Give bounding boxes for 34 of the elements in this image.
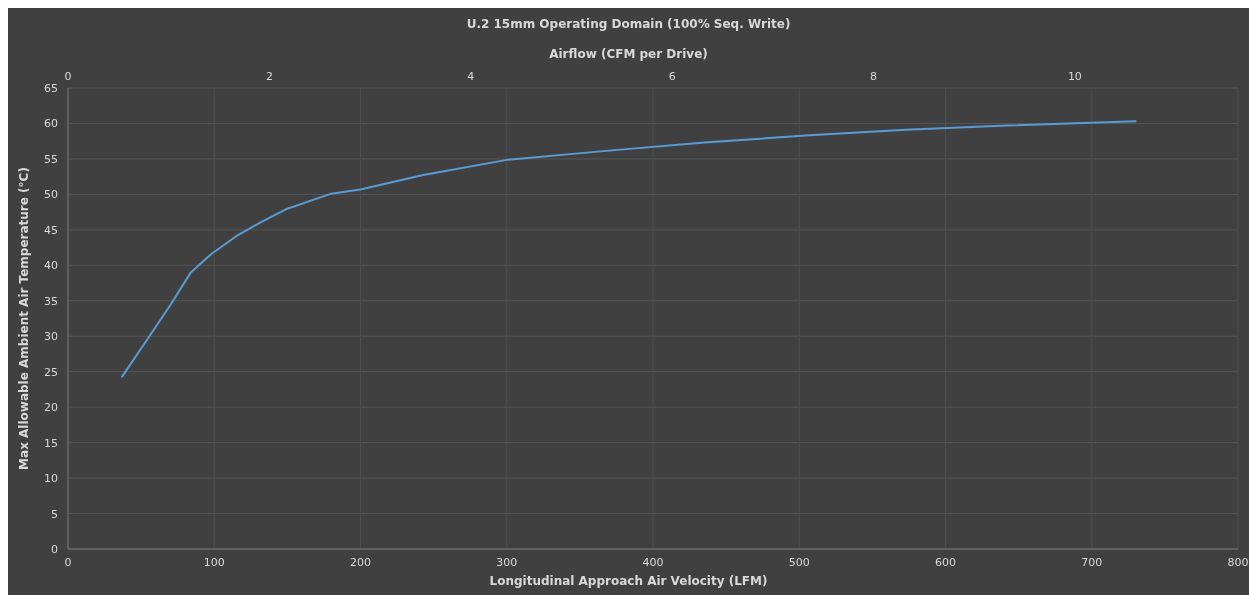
y-tick-label: 35 [44, 294, 58, 308]
x-tick-label: 100 [203, 556, 225, 569]
y-tick-label: 25 [44, 365, 58, 379]
y-tick-label: 30 [44, 330, 58, 344]
y-tick-label: 45 [44, 223, 58, 237]
x-tick-label: 500 [788, 556, 810, 569]
x-tick-label: 400 [642, 556, 664, 569]
x2-tick-label: 0 [64, 70, 72, 83]
y-axis-title: Max Allowable Ambient Air Temperature (°C) [17, 167, 31, 470]
x-tick-label: 800 [1227, 556, 1249, 569]
x-axis-title: Longitudinal Approach Air Velocity (LFM) [489, 574, 768, 588]
x2-tick-label: 4 [467, 70, 475, 83]
x2-axis-title: Airflow (CFM per Drive) [549, 47, 708, 61]
x2-tick-label: 2 [265, 70, 273, 83]
y-tick-label: 20 [44, 401, 58, 415]
y-tick-label: 40 [44, 259, 58, 273]
x2-tick-label: 10 [1067, 70, 1082, 83]
y-tick-label: 10 [44, 472, 58, 486]
x-tick-label: 600 [935, 556, 956, 569]
y-tick-label: 15 [44, 436, 58, 450]
y-tick-label: 50 [44, 188, 58, 202]
x-tick-label: 700 [1081, 556, 1103, 569]
chart-title: U.2 15mm Operating Domain (100% Seq. Write) [466, 17, 791, 31]
y-tick-label: 5 [51, 507, 58, 521]
x-tick-label: 200 [350, 556, 371, 569]
y-tick-label: 0 [51, 543, 58, 556]
x2-tick-label: 8 [870, 70, 878, 83]
y-tick-label: 55 [44, 152, 58, 166]
y-tick-label: 65 [44, 82, 58, 95]
x-tick-label: 300 [496, 556, 518, 569]
x2-tick-label: 6 [668, 70, 676, 83]
line-series [121, 120, 1137, 378]
y-tick-label: 60 [44, 117, 58, 131]
x-tick-label: 0 [64, 556, 72, 569]
